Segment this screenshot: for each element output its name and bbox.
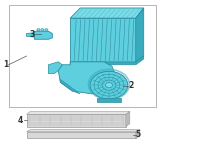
- Text: 1: 1: [3, 60, 8, 69]
- Text: 2: 2: [128, 81, 133, 90]
- Polygon shape: [70, 8, 144, 18]
- Bar: [27, 132, 136, 138]
- Polygon shape: [27, 33, 34, 37]
- Circle shape: [45, 29, 48, 31]
- Polygon shape: [27, 111, 130, 114]
- Circle shape: [37, 29, 40, 31]
- Polygon shape: [70, 56, 144, 65]
- Polygon shape: [97, 97, 121, 102]
- Polygon shape: [126, 111, 130, 127]
- Text: 5: 5: [136, 130, 141, 140]
- Text: 3: 3: [30, 30, 35, 39]
- Polygon shape: [58, 62, 116, 94]
- Polygon shape: [27, 130, 140, 132]
- Bar: [9, 5, 156, 107]
- Circle shape: [90, 71, 128, 99]
- Bar: [27, 114, 126, 127]
- Circle shape: [41, 29, 44, 31]
- Polygon shape: [60, 79, 80, 94]
- Polygon shape: [48, 62, 62, 74]
- Polygon shape: [136, 8, 144, 62]
- Circle shape: [105, 82, 113, 88]
- Text: 4: 4: [18, 116, 23, 125]
- Polygon shape: [136, 130, 140, 138]
- Polygon shape: [70, 18, 136, 62]
- Polygon shape: [34, 31, 52, 39]
